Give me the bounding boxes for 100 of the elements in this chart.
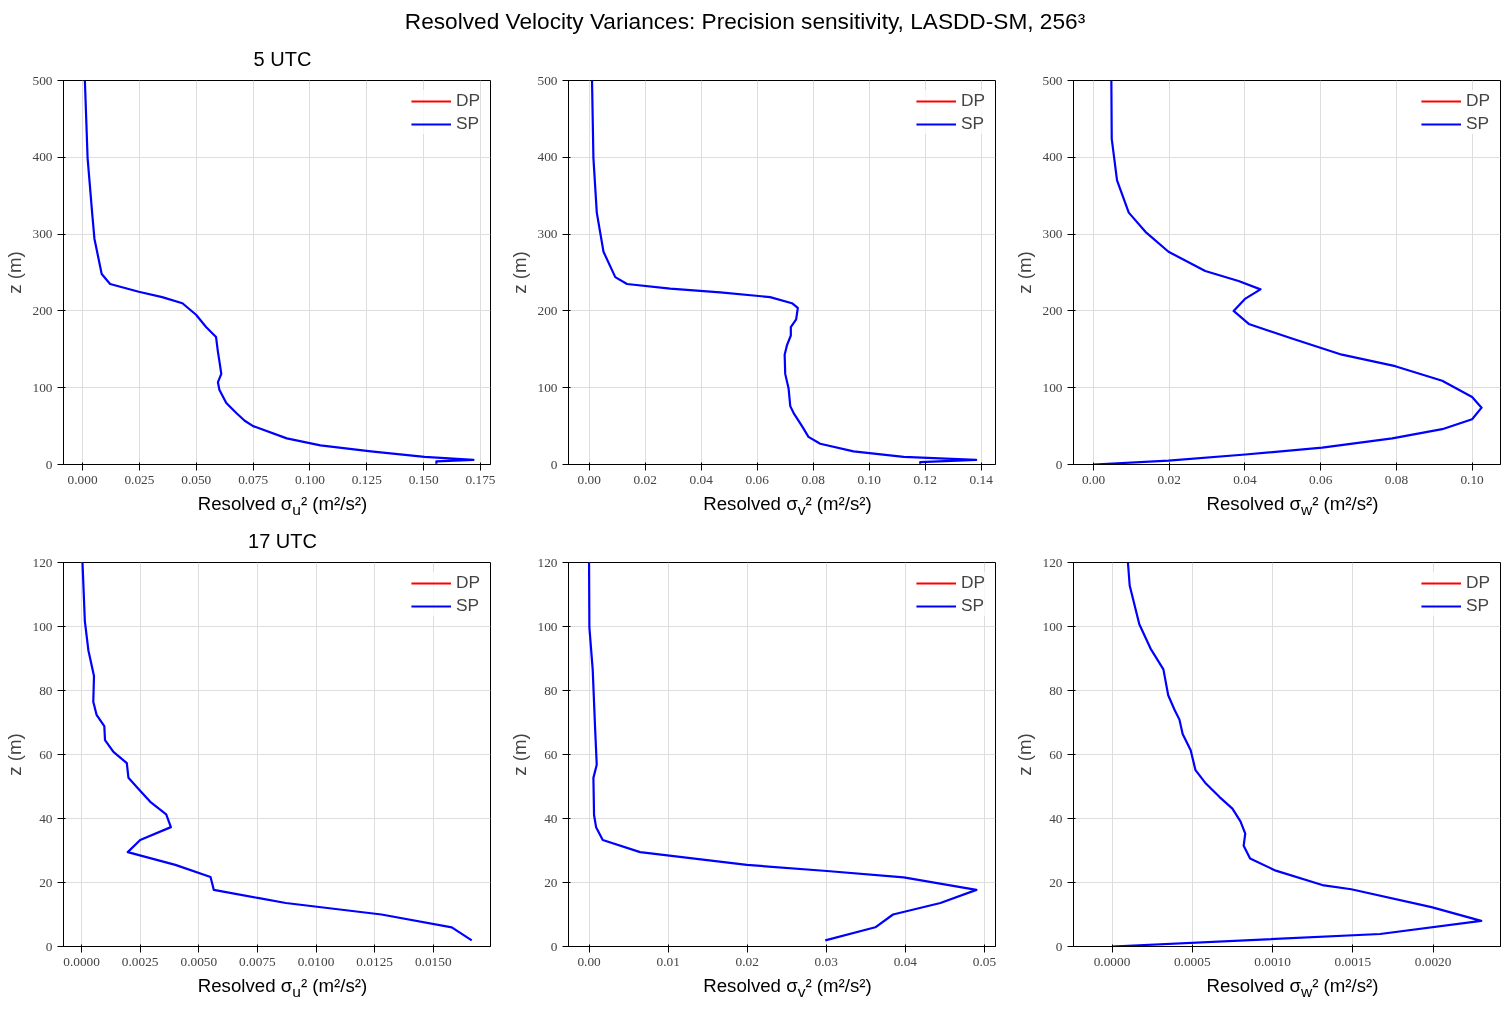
- x-tick-label: 0.01: [656, 953, 680, 969]
- x-tick-label: 0.025: [124, 471, 155, 487]
- x-tick-label: 0.0020: [1414, 953, 1452, 969]
- chart-title: 17 UTC: [248, 529, 317, 554]
- x-tick-label: 0.0005: [1173, 953, 1211, 969]
- legend-label: DP: [1465, 572, 1490, 593]
- y-axis-title: z (m): [1013, 251, 1035, 294]
- legend-label: DP: [960, 90, 985, 111]
- y-tick-label: 500: [1042, 72, 1063, 88]
- y-axis-title: z (m): [1013, 733, 1035, 776]
- y-tick-label: 400: [32, 149, 53, 165]
- y-tick-label: 100: [537, 618, 558, 634]
- y-tick-label: 100: [32, 379, 53, 395]
- x-tick-label: 0.08: [801, 471, 826, 487]
- y-tick-label: 40: [544, 810, 558, 826]
- y-tick-label: 120: [537, 554, 558, 570]
- y-tick-label: 60: [544, 746, 558, 762]
- x-tick-label: 0.0000: [63, 953, 101, 969]
- x-tick-label: 0.175: [465, 471, 496, 487]
- x-tick-label: 0.02: [735, 953, 759, 969]
- y-axis-title: z (m): [508, 251, 530, 294]
- y-tick-label: 20: [39, 874, 53, 890]
- x-tick-label: 0.08: [1384, 471, 1409, 487]
- legend-label: DP: [1465, 90, 1490, 111]
- x-tick-label: 0.0000: [1093, 953, 1131, 969]
- y-tick-label: 200: [1042, 302, 1063, 318]
- x-axis-title: Resolved σ$_{w}$² (m²/s²): [1206, 492, 1379, 520]
- x-tick-label: 0.0150: [414, 953, 452, 969]
- x-axis-title: Resolved σ$_{v}$² (m²/s²): [703, 974, 872, 1002]
- y-tick-label: 0: [550, 456, 558, 472]
- x-tick-label: 0.0010: [1254, 953, 1292, 969]
- y-tick-label: 80: [1049, 682, 1063, 698]
- legend-label: SP: [1465, 595, 1490, 616]
- y-tick-label: 120: [32, 554, 53, 570]
- y-tick-label: 100: [537, 379, 558, 395]
- y-tick-label: 80: [544, 682, 558, 698]
- y-tick-label: 20: [1049, 874, 1063, 890]
- legend-label: SP: [960, 113, 985, 134]
- x-tick-label: 0.04: [689, 471, 714, 487]
- x-tick-label: 0.0075: [239, 953, 277, 969]
- x-tick-label: 0.14: [969, 471, 994, 487]
- x-tick-label: 0.125: [351, 471, 383, 487]
- y-tick-label: 20: [544, 874, 558, 890]
- x-tick-label: 0.10: [1460, 471, 1485, 487]
- legend-label: DP: [960, 572, 985, 593]
- x-tick-label: 0.0100: [297, 953, 335, 969]
- y-tick-label: 100: [32, 618, 53, 634]
- x-tick-label: 0.04: [1233, 471, 1257, 487]
- x-tick-label: 0.05: [972, 953, 997, 969]
- legend-label: SP: [1465, 113, 1490, 134]
- x-tick-label: 0.10: [857, 471, 882, 487]
- y-tick-label: 120: [1042, 554, 1063, 570]
- text: Resolved Velocity Variances: Precision sensitivity, LASDD-SM, 256³: [404, 7, 1086, 36]
- y-axis-title: z (m): [3, 733, 25, 776]
- y-axis-title: z (m): [508, 733, 530, 776]
- x-tick-label: 0.00: [1081, 471, 1106, 487]
- x-tick-label: 0.12: [913, 471, 937, 487]
- x-tick-label: 0.03: [814, 953, 839, 969]
- x-tick-label: 0.0015: [1334, 953, 1372, 969]
- x-tick-label: 0.150: [408, 471, 439, 487]
- y-tick-label: 300: [537, 226, 558, 242]
- legend-label: SP: [455, 595, 480, 616]
- y-tick-label: 200: [537, 302, 558, 318]
- y-axis-title: z (m): [3, 251, 25, 294]
- y-tick-label: 0: [1055, 456, 1063, 472]
- x-tick-label: 0.00: [577, 471, 602, 487]
- y-tick-label: 100: [1042, 618, 1063, 634]
- y-tick-label: 200: [32, 302, 53, 318]
- chart-title: 5 UTC: [253, 47, 312, 72]
- y-tick-label: 0: [45, 456, 53, 472]
- y-tick-label: 80: [39, 682, 53, 698]
- y-tick-label: 500: [32, 72, 53, 88]
- x-tick-label: 0.050: [181, 471, 212, 487]
- x-axis-title: Resolved σ$_{v}$² (m²/s²): [703, 492, 872, 520]
- x-tick-label: 0.02: [1157, 471, 1181, 487]
- x-tick-label: 0.0050: [180, 953, 218, 969]
- x-tick-label: 0.0025: [121, 953, 159, 969]
- x-tick-label: 0.04: [893, 953, 918, 969]
- legend-label: SP: [960, 595, 985, 616]
- legend-label: DP: [455, 572, 480, 593]
- legend-label: SP: [455, 113, 480, 134]
- x-tick-label: 0.100: [294, 471, 326, 487]
- y-tick-label: 40: [39, 810, 53, 826]
- x-tick-label: 0.06: [745, 471, 770, 487]
- x-tick-label: 0.000: [67, 471, 98, 487]
- y-tick-label: 60: [1049, 746, 1063, 762]
- y-tick-label: 300: [32, 226, 53, 242]
- y-tick-label: 300: [1042, 226, 1063, 242]
- x-axis-title: Resolved σ$_{w}$² (m²/s²): [1206, 974, 1379, 1002]
- x-tick-label: 0.00: [577, 953, 602, 969]
- x-tick-label: 0.075: [238, 471, 269, 487]
- x-tick-label: 0.0125: [356, 953, 394, 969]
- x-axis-title: Resolved σ$_{u}$² (m²/s²): [197, 974, 368, 1002]
- y-tick-label: 100: [1042, 379, 1063, 395]
- x-tick-label: 0.06: [1309, 471, 1333, 487]
- y-tick-label: 0: [1055, 938, 1063, 954]
- y-tick-label: 500: [537, 72, 558, 88]
- y-tick-label: 0: [550, 938, 558, 954]
- y-tick-label: 60: [39, 746, 53, 762]
- y-tick-label: 0: [45, 938, 53, 954]
